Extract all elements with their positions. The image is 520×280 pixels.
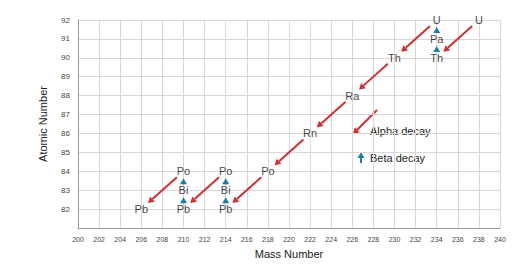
svg-text:Th: Th (388, 52, 401, 64)
svg-text:88: 88 (61, 91, 70, 100)
svg-text:206: 206 (135, 236, 147, 243)
svg-text:238: 238 (473, 236, 485, 243)
svg-text:Pb: Pb (219, 203, 232, 215)
svg-text:86: 86 (61, 129, 70, 138)
svg-text:Bi: Bi (179, 184, 189, 196)
svg-text:87: 87 (61, 110, 70, 119)
svg-text:240: 240 (494, 236, 506, 243)
svg-text:212: 212 (199, 236, 211, 243)
svg-text:Mass Number: Mass Number (255, 248, 324, 260)
svg-text:83: 83 (61, 186, 70, 195)
svg-text:Alpha decay: Alpha decay (370, 125, 431, 137)
svg-text:U: U (433, 14, 441, 26)
svg-text:Pb: Pb (135, 203, 148, 215)
svg-text:Rn: Rn (303, 127, 317, 139)
svg-text:Atomic Number: Atomic Number (37, 86, 49, 162)
svg-text:Pb: Pb (177, 203, 190, 215)
svg-text:204: 204 (114, 236, 126, 243)
svg-text:Ra: Ra (345, 90, 360, 102)
svg-text:90: 90 (61, 53, 70, 62)
svg-text:222: 222 (304, 236, 316, 243)
svg-text:Bi: Bi (221, 184, 231, 196)
svg-text:224: 224 (325, 236, 337, 243)
svg-text:Po: Po (177, 165, 190, 177)
svg-text:220: 220 (283, 236, 295, 243)
svg-text:230: 230 (389, 236, 401, 243)
svg-text:232: 232 (410, 236, 422, 243)
svg-text:Beta decay: Beta decay (370, 152, 426, 164)
svg-text:85: 85 (61, 148, 70, 157)
svg-text:208: 208 (157, 236, 169, 243)
svg-text:92: 92 (61, 16, 70, 25)
svg-text:234: 234 (431, 236, 443, 243)
svg-text:Pa: Pa (430, 33, 444, 45)
svg-text:Po: Po (219, 165, 232, 177)
svg-text:214: 214 (220, 236, 232, 243)
svg-text:Po: Po (261, 165, 274, 177)
svg-text:216: 216 (241, 236, 253, 243)
svg-text:82: 82 (61, 205, 70, 214)
svg-text:200: 200 (72, 236, 84, 243)
svg-text:228: 228 (368, 236, 380, 243)
svg-text:Th: Th (430, 52, 443, 64)
svg-text:226: 226 (346, 236, 358, 243)
svg-text:91: 91 (61, 34, 70, 43)
svg-text:210: 210 (178, 236, 190, 243)
svg-text:236: 236 (452, 236, 464, 243)
svg-text:218: 218 (262, 236, 274, 243)
svg-text:89: 89 (61, 72, 70, 81)
svg-text:84: 84 (61, 167, 70, 176)
svg-text:202: 202 (93, 236, 105, 243)
svg-text:U: U (475, 14, 483, 26)
